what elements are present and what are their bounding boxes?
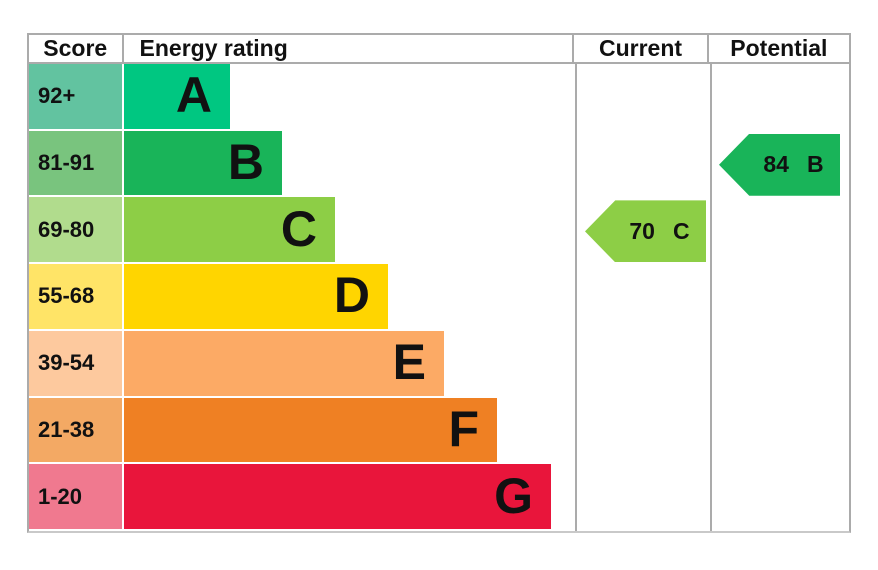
band-letter: C xyxy=(280,200,317,257)
epc-rating-chart: Score Energy rating Current Potential 92… xyxy=(27,33,851,533)
band-row-e: 39-54 E xyxy=(29,330,849,398)
band-score-label: 21-38 xyxy=(29,397,124,463)
band-score-label: 81-91 xyxy=(29,130,124,196)
band-letter: G xyxy=(494,467,533,524)
band-bar-b: B xyxy=(124,130,282,196)
header-potential: Potential xyxy=(730,35,828,61)
band-letter: E xyxy=(392,334,426,391)
band-letter: D xyxy=(333,267,370,324)
band-score-label: 39-54 xyxy=(29,330,124,396)
potential-rating-arrow: 84 B xyxy=(719,133,840,196)
band-bar-c: C xyxy=(124,197,335,263)
band-row-c: 69-80 C xyxy=(29,197,849,265)
band-score-label: 69-80 xyxy=(29,197,124,263)
band-bar-f: F xyxy=(124,397,497,463)
band-row-b: 81-91 B xyxy=(29,130,849,198)
band-score-label: 55-68 xyxy=(29,264,124,329)
header-current: Current xyxy=(574,35,709,62)
potential-column-divider xyxy=(710,64,712,531)
band-letter: F xyxy=(448,400,479,457)
band-bar-d: D xyxy=(124,264,388,329)
current-rating-letter: C xyxy=(672,217,690,244)
band-row-a: 92+ A xyxy=(29,64,849,131)
band-letter: A xyxy=(175,67,212,124)
current-rating-arrow: 70 C xyxy=(585,200,706,263)
band-row-g: 1-20 G xyxy=(29,464,849,531)
band-bar-g: G xyxy=(124,464,551,529)
header-score: Score xyxy=(29,35,124,62)
potential-rating-letter: B xyxy=(806,151,824,178)
current-column-divider xyxy=(575,64,577,531)
band-score-label: 92+ xyxy=(29,64,124,129)
header-energy-rating: Energy rating xyxy=(124,35,575,62)
band-row-f: 21-38 F xyxy=(29,397,849,465)
band-letter: B xyxy=(227,134,264,191)
chart-body: 92+ A 81-91 B 69-80 C 55-68 D 39-54 E 21… xyxy=(29,64,849,531)
potential-rating-value: 84 xyxy=(763,151,789,178)
band-row-d: 55-68 D xyxy=(29,264,849,331)
current-rating-value: 70 xyxy=(629,217,655,244)
header-row: Score Energy rating Current Potential xyxy=(29,35,849,64)
band-score-label: 1-20 xyxy=(29,464,124,529)
band-bar-a: A xyxy=(124,64,230,129)
band-bar-e: E xyxy=(124,330,444,396)
